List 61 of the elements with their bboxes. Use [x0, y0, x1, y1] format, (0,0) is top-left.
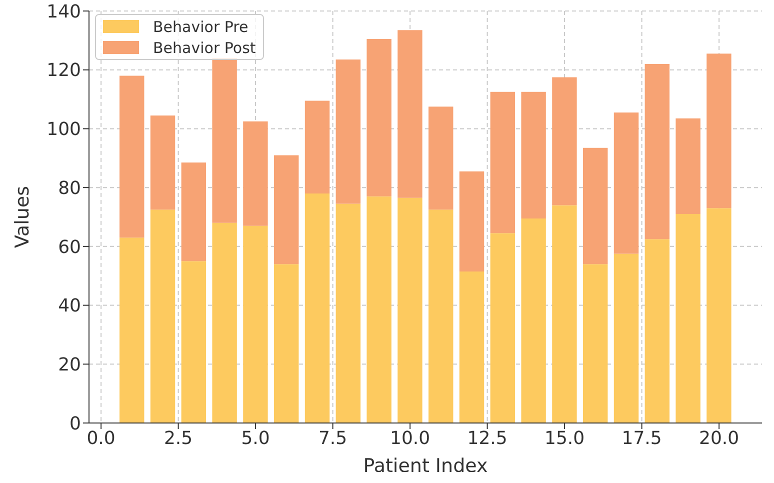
- y-tick-label: 120: [46, 60, 81, 82]
- bar: [336, 204, 361, 423]
- bar: [490, 92, 516, 234]
- bar: [243, 226, 268, 423]
- x-tick-label: 7.5: [318, 428, 348, 449]
- legend-label: Behavior Pre: [153, 18, 248, 36]
- y-tick-label: 60: [58, 236, 81, 258]
- x-tick-label: 20.0: [699, 428, 740, 449]
- bar: [676, 214, 700, 423]
- y-tick-label: 40: [58, 296, 81, 317]
- bar: [304, 100, 330, 194]
- x-tick-label: 17.5: [622, 428, 662, 449]
- y-tick-label: 20: [58, 354, 81, 376]
- y-tick-label: 140: [46, 1, 81, 22]
- x-axis-title: Patient Index: [363, 455, 488, 477]
- bar: [521, 218, 546, 423]
- legend-label: Behavior Post: [153, 38, 256, 56]
- bar: [644, 64, 670, 240]
- bar: [583, 264, 608, 423]
- bar: [583, 148, 608, 264]
- x-tick-label: 2.5: [164, 428, 193, 449]
- y-tick-label: 0: [70, 413, 81, 434]
- y-tick-label: 80: [58, 178, 81, 199]
- bar: [366, 38, 392, 196]
- bar: [552, 205, 577, 423]
- bar: [212, 222, 237, 423]
- x-tick-label: 5.0: [241, 428, 270, 449]
- bar: [490, 233, 516, 423]
- bar: [521, 92, 546, 218]
- bar: [212, 58, 237, 223]
- bar: [459, 171, 484, 272]
- bar: [459, 271, 484, 423]
- bar: [274, 155, 299, 264]
- bar: [552, 77, 577, 206]
- bar: [614, 112, 639, 254]
- bar: [706, 54, 732, 208]
- bar: [304, 193, 330, 423]
- bar: [243, 121, 268, 226]
- bar: [428, 106, 454, 210]
- bar: [120, 238, 144, 423]
- bar: [181, 162, 206, 262]
- bar: [614, 254, 639, 423]
- bar: [398, 198, 422, 423]
- bar: [150, 210, 176, 423]
- bar: [398, 30, 422, 198]
- y-axis-title: Values: [12, 186, 34, 248]
- bar: [274, 264, 299, 423]
- bar: [428, 210, 454, 423]
- x-tick-label: 10.0: [390, 428, 430, 449]
- x-tick-label: 15.0: [544, 428, 585, 449]
- bar: [366, 196, 392, 423]
- bar: [336, 60, 361, 204]
- bar: [644, 239, 670, 423]
- y-tick-label: 100: [46, 119, 81, 140]
- x-tick-label: 0.0: [86, 428, 116, 449]
- x-tick-label: 12.5: [467, 428, 508, 449]
- bar: [120, 76, 144, 238]
- bar: [181, 261, 206, 423]
- bar: [150, 115, 176, 210]
- bar: [706, 208, 732, 423]
- bar: [676, 118, 700, 214]
